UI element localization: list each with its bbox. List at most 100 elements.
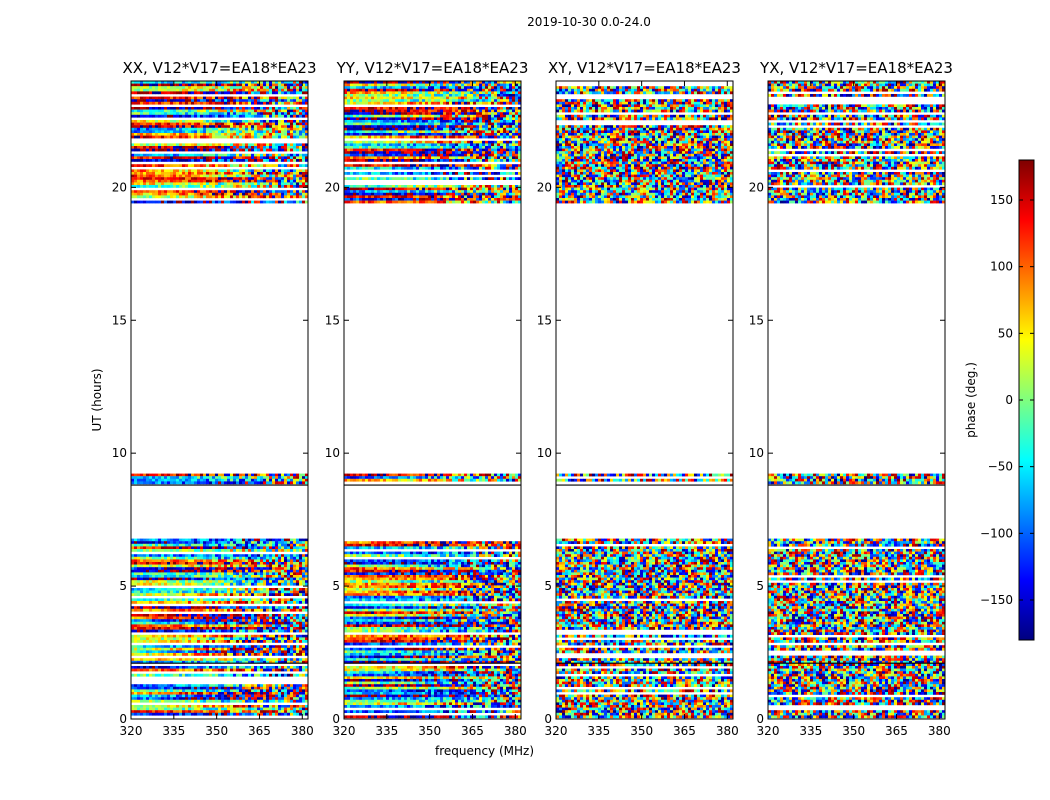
- heatmap-cell: [131, 86, 135, 89]
- heatmap-cell: [281, 127, 285, 131]
- heatmap-cell: [161, 177, 165, 180]
- heatmap-cell: [206, 619, 210, 622]
- heatmap-cell: [278, 627, 282, 630]
- heatmap-cell: [221, 629, 225, 633]
- heatmap-cell: [245, 177, 249, 180]
- heatmap-cell: [188, 608, 192, 612]
- heatmap-cell: [158, 473, 162, 477]
- heatmap-cell: [269, 556, 273, 560]
- heatmap-cell: [251, 621, 255, 625]
- heatmap-cell: [236, 567, 240, 570]
- heatmap-cell: [281, 177, 285, 180]
- heatmap-cell: [287, 668, 291, 672]
- heatmap-cell: [173, 549, 177, 552]
- heatmap-cell: [140, 179, 144, 183]
- heatmap-cell: [281, 101, 285, 105]
- heatmap-cell: [275, 549, 279, 552]
- heatmap-cell: [212, 481, 216, 485]
- heatmap-cell: [251, 146, 255, 149]
- heatmap-cell: [284, 627, 288, 630]
- heatmap-cell: [299, 96, 303, 100]
- heatmap-cell: [137, 559, 141, 563]
- heatmap-cell: [281, 598, 285, 602]
- heatmap-cell: [248, 159, 252, 162]
- heatmap-cell: [248, 473, 252, 477]
- heatmap-cell: [290, 172, 294, 175]
- heatmap-cell: [275, 593, 279, 596]
- heatmap-cell: [161, 107, 165, 110]
- heatmap-cell: [131, 601, 135, 604]
- heatmap-cell: [164, 658, 168, 661]
- heatmap-cell: [131, 153, 135, 157]
- heatmap-cell: [167, 146, 171, 149]
- heatmap-cell: [191, 598, 195, 602]
- heatmap-cell: [260, 86, 264, 89]
- heatmap-cell: [260, 177, 264, 180]
- heatmap-cell: [248, 112, 252, 115]
- heatmap-cell: [179, 650, 183, 654]
- heatmap-cell: [170, 81, 174, 84]
- heatmap-cell: [206, 159, 210, 162]
- heatmap-cell: [281, 668, 285, 672]
- heatmap-cell: [263, 172, 267, 175]
- heatmap-cell: [287, 627, 291, 630]
- heatmap-cell: [215, 88, 219, 92]
- heatmap-cell: [167, 172, 171, 175]
- heatmap-cell: [143, 135, 147, 139]
- heatmap-cell: [266, 127, 270, 131]
- heatmap-cell: [197, 621, 201, 625]
- heatmap-cell: [233, 476, 237, 479]
- heatmap-cell: [299, 673, 303, 677]
- heatmap-cell: [155, 621, 159, 625]
- heatmap-cell: [260, 556, 264, 560]
- heatmap-cell: [266, 666, 270, 669]
- heatmap-cell: [179, 169, 183, 173]
- heatmap-cell: [296, 86, 300, 89]
- heatmap-cell: [149, 127, 153, 131]
- heatmap-cell: [182, 109, 186, 113]
- heatmap-cell: [143, 481, 147, 485]
- heatmap-cell: [134, 476, 138, 479]
- heatmap-cell: [305, 153, 309, 157]
- heatmap-cell: [167, 575, 171, 578]
- heatmap-cell: [149, 575, 153, 578]
- heatmap-cell: [167, 122, 171, 126]
- heatmap-cell: [284, 107, 288, 110]
- heatmap-cell: [137, 200, 141, 204]
- heatmap-cell: [167, 83, 171, 87]
- heatmap-cell: [149, 634, 153, 638]
- heatmap-cell: [242, 148, 246, 152]
- heatmap-cell: [299, 658, 303, 661]
- heatmap-cell: [194, 580, 198, 583]
- heatmap-cell: [173, 608, 177, 612]
- heatmap-cell: [260, 601, 264, 604]
- heatmap-cell: [266, 107, 270, 110]
- heatmap-cell: [200, 114, 204, 118]
- heatmap-cell: [230, 556, 234, 560]
- heatmap-cell: [257, 156, 261, 160]
- heatmap-cell: [221, 543, 225, 547]
- heatmap-cell: [275, 125, 279, 128]
- heatmap-cell: [239, 575, 243, 578]
- heatmap-cell: [212, 107, 216, 110]
- heatmap-cell: [290, 200, 294, 204]
- heatmap-cell: [134, 668, 138, 672]
- heatmap-cell: [167, 645, 171, 648]
- heatmap-cell: [200, 582, 204, 586]
- heatmap-cell: [161, 190, 165, 193]
- heatmap-cell: [302, 559, 306, 563]
- heatmap-cell: [278, 624, 282, 628]
- heatmap-cell: [248, 135, 252, 139]
- heatmap-cell: [281, 601, 285, 604]
- heatmap-cell: [158, 650, 162, 654]
- heatmap-cell: [164, 684, 168, 687]
- heatmap-cell: [167, 107, 171, 110]
- heatmap-cell: [233, 112, 237, 115]
- heatmap-cell: [239, 107, 243, 110]
- heatmap-cell: [263, 645, 267, 648]
- heatmap-cell: [203, 556, 207, 560]
- heatmap-cell: [176, 593, 180, 596]
- heatmap-cell: [215, 582, 219, 586]
- heatmap-cell: [173, 580, 177, 583]
- heatmap-cell: [173, 159, 177, 162]
